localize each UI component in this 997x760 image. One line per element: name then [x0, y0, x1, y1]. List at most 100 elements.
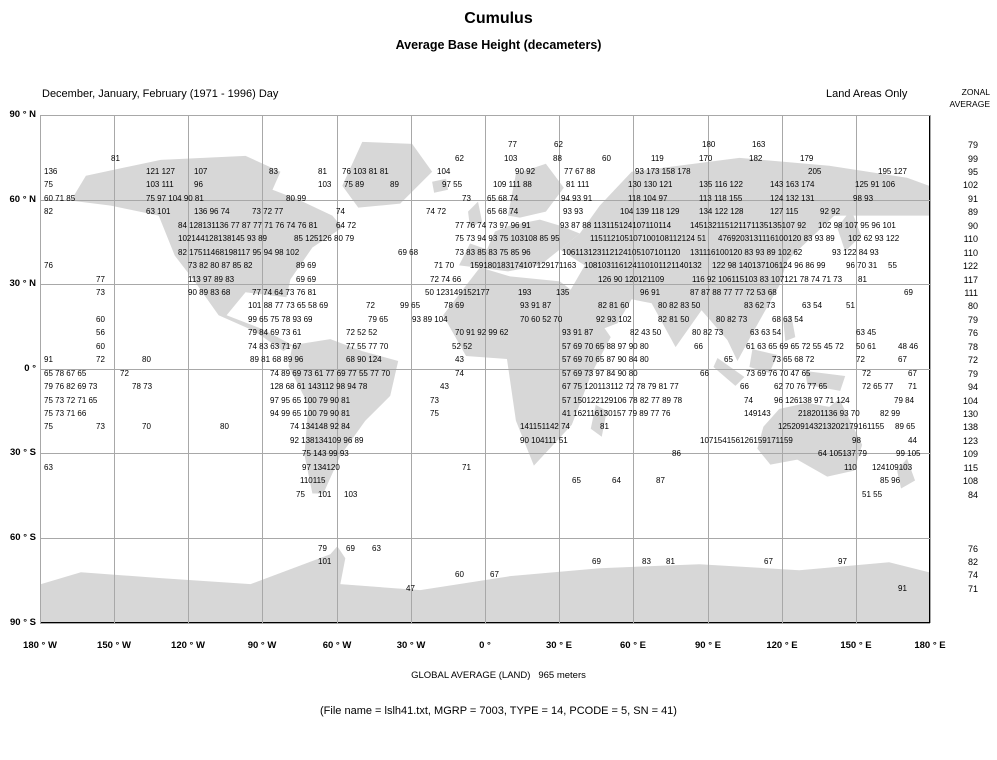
grid-cell-value: 90 92: [515, 167, 536, 176]
grid-cell-value: 52 52: [452, 342, 473, 351]
grid-cell-value: 77 67 88: [564, 167, 596, 176]
grid-cell-value: 69: [592, 557, 601, 566]
grid-cell-value: 88: [553, 154, 562, 163]
zonal-average-header: ZONAL AVERAGE: [935, 86, 990, 110]
zonal-header-line1: ZONAL: [961, 87, 990, 97]
grid-cell-value: 69: [904, 288, 913, 297]
grid-cell-value: 131116100120 83 93 89 102 62: [690, 248, 803, 257]
zonal-average-value: 79: [967, 140, 978, 150]
grid-cell-value: 110: [844, 463, 857, 472]
grid-cell-value: 75 73 72 71 65: [44, 396, 98, 405]
grid-cell-value: 106113123112124105107101120: [562, 248, 681, 257]
grid-cell-value: 109 111 88: [493, 180, 532, 189]
grid-cell-value: 60: [455, 570, 464, 579]
grid-cell-value: 218201136 93 70: [798, 409, 860, 418]
grid-cell-value: 50 61: [856, 342, 877, 351]
lon-tick-label: 150 ° E: [840, 640, 872, 651]
grid-cell-value: 101 88 77 73 65 58 69: [248, 301, 329, 310]
grid-cell-value: 75: [44, 422, 53, 431]
grid-cell-value: 78 69: [444, 301, 465, 310]
grid-cell-value: 113 97 89 83: [188, 275, 235, 284]
zonal-average-value: 94: [967, 382, 978, 392]
grid-cell-value: 134 122 128: [699, 207, 744, 216]
british-isles: [468, 201, 483, 228]
grid-cell-value: 97 134120: [302, 463, 340, 472]
lon-tick-label: 90 ° W: [247, 640, 277, 651]
grid-line-horizontal: [40, 538, 930, 539]
zonal-average-value: 80: [967, 301, 978, 311]
zonal-average-value: 71: [967, 584, 978, 594]
grid-cell-value: 60: [96, 315, 105, 324]
grid-cell-value: 73: [462, 194, 471, 203]
grid-cell-value: 60: [96, 342, 105, 351]
grid-cell-value: 67: [898, 355, 907, 364]
grid-cell-value: 179: [800, 154, 814, 163]
zonal-average-value: 117: [963, 275, 978, 285]
zonal-header-line2: AVERAGE: [949, 99, 990, 109]
grid-cell-value: 103: [318, 180, 332, 189]
grid-cell-value: 74 72: [426, 207, 447, 216]
grid-cell-value: 80 82 73: [716, 315, 748, 324]
zonal-average-value: 110: [963, 248, 978, 258]
grid-cell-value: 107154156126159171159: [700, 436, 793, 445]
grid-cell-value: 180: [702, 140, 716, 149]
grid-cell-value: 89 81 68 89 96: [250, 355, 304, 364]
grid-cell-value: 130 130 121: [628, 180, 673, 189]
grid-cell-value: 77 74 64 73 76 81: [252, 288, 317, 297]
zonal-average-value: 104: [962, 396, 978, 406]
lon-tick-label: 60 ° W: [322, 640, 352, 651]
grid-cell-value: 89: [390, 180, 399, 189]
grid-cell-value: 101: [318, 557, 332, 566]
grid-cell-value: 90 89 83 68: [188, 288, 231, 297]
grid-cell-value: 63 54: [802, 301, 823, 310]
grid-cell-value: 83: [642, 557, 651, 566]
grid-cell-value: 57 69 70 65 88 97 90 80: [562, 342, 649, 351]
grid-cell-value: 55: [888, 261, 897, 270]
grid-cell-value: 149143: [744, 409, 771, 418]
zonal-average-value: 72: [967, 355, 978, 365]
grid-line-horizontal: [40, 623, 930, 624]
grid-cell-value: 101: [318, 490, 332, 499]
grid-cell-value: 163: [752, 140, 766, 149]
borneo: [749, 349, 778, 373]
grid-cell-value: 121 127: [146, 167, 175, 176]
grid-cell-value: 66: [740, 382, 749, 391]
grid-cell-value: 72: [96, 355, 105, 364]
zonal-average-value: 82: [967, 557, 978, 567]
grid-cell-value: 43: [455, 355, 464, 364]
grid-cell-value: 125 91 106: [855, 180, 896, 189]
grid-cell-value: 70 91 92 99 62: [455, 328, 509, 337]
lon-tick-label: 0 °: [479, 640, 491, 651]
grid-cell-value: 69 69: [296, 275, 317, 284]
grid-cell-value: 83: [269, 167, 278, 176]
grid-cell-value: 98: [852, 436, 861, 445]
grid-cell-value: 73 82 80 87 85 82: [188, 261, 253, 270]
grid-cell-value: 82 17511468198117 95 94 98 102: [178, 248, 300, 257]
grid-cell-value: 136 96 74: [194, 207, 230, 216]
grid-cell-value: 75: [430, 409, 439, 418]
zonal-average-value: 108: [962, 476, 978, 486]
grid-cell-value: 110115: [300, 476, 326, 485]
grid-cell-value: 73: [96, 288, 105, 297]
grid-cell-value: 116 92 106115103 83 107121 78 74 71 73: [692, 275, 843, 284]
grid-cell-value: 78 73: [132, 382, 153, 391]
asia: [559, 157, 929, 362]
grid-cell-value: 89 69: [296, 261, 317, 270]
grid-cell-value: 122 98 140137106124 96 86 99: [712, 261, 826, 270]
grid-cell-value: 82 81 60: [598, 301, 630, 310]
grid-cell-value: 64 72: [336, 221, 357, 230]
grid-cell-value: 93 173 158 178: [635, 167, 691, 176]
new-zealand: [897, 458, 916, 489]
grid-cell-value: 80: [220, 422, 229, 431]
grid-cell-value: 77: [508, 140, 517, 149]
grid-cell-value: 81: [858, 275, 867, 284]
grid-cell-value: 75 97 104 90 81: [146, 194, 204, 203]
grid-cell-value: 102 62 93 122: [848, 234, 900, 243]
grid-cell-value: 195 127: [878, 167, 907, 176]
grid-cell-value: 76: [44, 261, 53, 270]
greenland: [342, 141, 433, 208]
grid-cell-value: 71: [462, 463, 471, 472]
grid-cell-value: 93 93: [563, 207, 584, 216]
grid-cell-value: 94 93 91: [561, 194, 593, 203]
grid-cell-value: 64 105137 79: [818, 449, 867, 458]
